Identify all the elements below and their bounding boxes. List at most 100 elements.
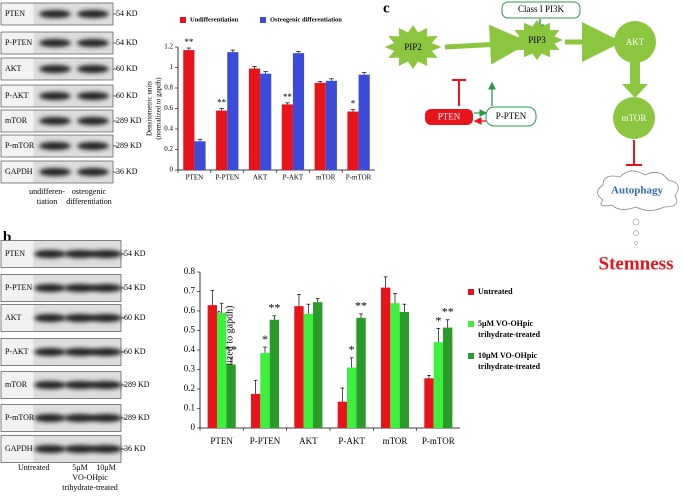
node-cloud: [597, 170, 679, 211]
lane-label: differentiation: [66, 197, 112, 206]
node-label: Class I PI3K: [518, 4, 565, 14]
band: [34, 284, 66, 292]
node-shape: [613, 97, 655, 139]
blot-label-bg: [1, 305, 34, 331]
lane-label: Untreated: [18, 463, 50, 472]
node-box: [501, 1, 581, 19]
legend-label: Osteogenic differentiation: [270, 16, 342, 23]
row-label: P-AKT: [5, 91, 29, 100]
row-label: mTOR: [5, 116, 28, 125]
size-label: 54 KD: [124, 249, 146, 258]
band: [34, 414, 66, 422]
significance: *: [262, 332, 268, 346]
y-tick-label: 0.3: [184, 364, 196, 374]
node-shape: [614, 21, 656, 63]
blot-label-bg: [1, 339, 34, 365]
legend-swatch: [180, 17, 186, 23]
bar: [346, 367, 357, 428]
band: [34, 314, 66, 322]
bar: [216, 110, 228, 170]
band: [90, 414, 122, 422]
node-box: [425, 109, 473, 125]
bar: [260, 352, 270, 428]
bar: [248, 68, 261, 170]
legend-swatch: [260, 17, 266, 23]
significance: **: [442, 305, 454, 319]
blot-label-bg: [1, 58, 34, 80]
row-label: PTEN: [5, 249, 25, 258]
legend-line: 5μM VO-OHpic: [478, 319, 534, 328]
panel-label: b: [3, 229, 11, 245]
band: [39, 10, 71, 18]
row-label: P-mTOR: [5, 413, 35, 422]
significance: *: [351, 99, 356, 109]
y-tick-label: 0.2: [184, 383, 195, 393]
bar: [380, 287, 391, 428]
dot: [633, 230, 639, 236]
y-tick-label: 0.6: [164, 104, 173, 112]
lane-label: tiation: [37, 197, 57, 206]
x-tick-label: PTEN: [210, 436, 233, 446]
size-label: 60 KD: [116, 64, 138, 73]
band: [64, 445, 96, 453]
y-tick-label: 0.8: [184, 266, 196, 276]
size-label: 289 KD: [116, 116, 142, 125]
bar: [347, 111, 359, 170]
bar: [325, 80, 337, 170]
row-label: P-PTEN: [5, 283, 32, 292]
band: [64, 414, 96, 422]
bar: [313, 302, 323, 428]
x-tick-label: PTEN: [186, 174, 204, 182]
y-axis-label: Densitometric units: [146, 81, 154, 136]
band: [77, 117, 109, 125]
node-label: Stemness: [599, 253, 674, 274]
size-label: 36 KD: [124, 444, 146, 453]
legend-swatch: [468, 321, 474, 327]
band: [39, 168, 71, 176]
bar: [292, 53, 305, 170]
legend-label: Untreated: [478, 287, 513, 296]
band: [34, 348, 66, 356]
node-label: mTOR: [622, 113, 647, 123]
blot-label-bg: [1, 135, 34, 157]
blot-label-bg: [1, 161, 34, 183]
y-tick-label: 0.7: [184, 286, 196, 296]
x-tick-label: P-PTEN: [215, 174, 239, 182]
band: [39, 39, 71, 47]
blot-label-bg: [1, 241, 34, 267]
significance: *: [435, 313, 441, 327]
dot: [634, 241, 638, 245]
size-label: 54 KD: [116, 9, 138, 18]
node-label: Autophagy: [611, 185, 663, 197]
bar: [227, 52, 239, 170]
row-label: GAPDH: [5, 444, 33, 453]
panel-label: c: [383, 0, 390, 16]
y-tick-label: 0: [191, 422, 196, 432]
band: [39, 117, 71, 125]
x-tick-label: mTOR: [383, 436, 408, 446]
lane-label: 10μM: [96, 463, 115, 472]
bar: [303, 313, 314, 428]
bar: [194, 141, 206, 170]
x-tick-label: P-mTOR: [422, 436, 455, 446]
significance: **: [355, 299, 367, 313]
band: [39, 65, 71, 73]
y-axis-label: (normalized to gapdh): [224, 306, 235, 395]
lane-label: 5μM: [72, 463, 87, 472]
arrow-shaft: [630, 62, 640, 86]
band: [77, 65, 109, 73]
band: [90, 250, 122, 258]
lane-label: osteogenic: [72, 187, 107, 196]
band: [64, 348, 96, 356]
band: [77, 10, 109, 18]
row-label: GAPDH: [5, 167, 33, 176]
row-label: PTEN: [5, 9, 25, 18]
lane-label: undifferen-: [29, 187, 65, 196]
legend-line: 10μM VO-OHpic: [478, 351, 538, 360]
legend-label: 10μM VO-OHpic trihydrate-treated: [478, 351, 541, 371]
node-label: AKT: [626, 37, 645, 47]
bar: [183, 50, 195, 171]
x-tick-label: P-PTEN: [250, 436, 281, 446]
bar: [358, 74, 370, 170]
blot-label-bg: [1, 372, 34, 398]
